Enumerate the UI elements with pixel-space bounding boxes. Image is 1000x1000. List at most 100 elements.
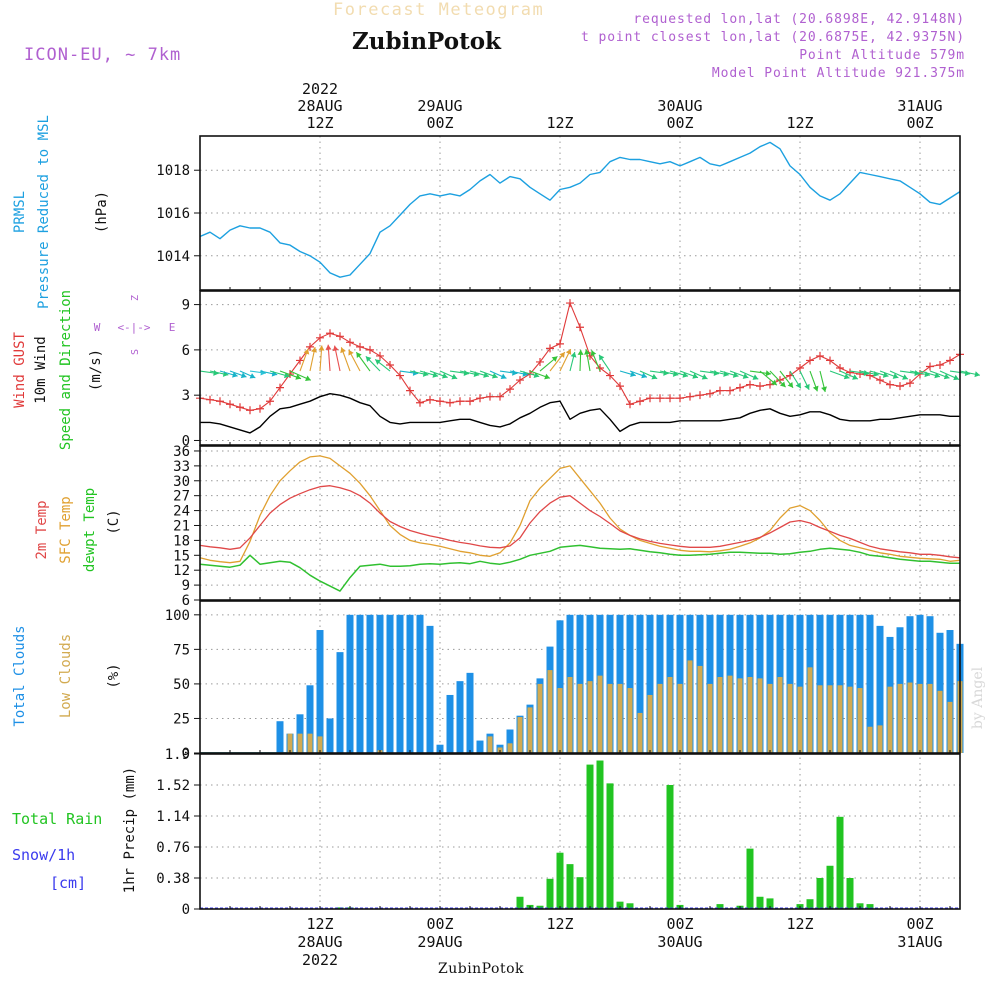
- clouds-ytick-label: 100: [165, 608, 190, 624]
- wind-arrow: [590, 350, 601, 372]
- label-pressure-msl: Pressure Reduced to MSL: [36, 115, 52, 309]
- wind-gust-point: [716, 386, 724, 395]
- low-cloud-bar: [767, 683, 773, 753]
- rain-bar: [816, 878, 824, 909]
- total-cloud-bar: [576, 614, 584, 753]
- low-cloud-bar: [687, 660, 693, 753]
- top-axis-label: 31AUG: [897, 97, 942, 115]
- wind-arrow-head: [765, 370, 771, 377]
- wind-arrow: [629, 370, 648, 379]
- temperature-ytick-label: 36: [173, 444, 190, 460]
- low-cloud-bar: [307, 733, 313, 753]
- total-cloud-bar: [436, 744, 444, 753]
- low-cloud-bar: [907, 682, 913, 753]
- clouds-ytick-label: 25: [173, 711, 190, 727]
- label-2m-temp: 2m Temp: [34, 500, 50, 559]
- wind-arrow-head: [892, 373, 899, 379]
- wind-arrow-head: [651, 373, 658, 380]
- wind-gust-point: [706, 389, 714, 398]
- wind-arrow: [365, 355, 381, 372]
- wind-gust-point: [816, 351, 824, 360]
- wind-gust-point: [256, 404, 264, 413]
- wind-arrow: [669, 370, 689, 378]
- bottom-axis-label: 2022: [302, 951, 338, 969]
- faded-title: Forecast Meteogram: [333, 0, 544, 20]
- wind-arrow-head: [332, 345, 339, 352]
- wind-gust-point: [776, 376, 784, 385]
- requested-coords: requested lon,lat (20.6898E, 42.9148N): [633, 12, 965, 27]
- total-cloud-bar: [376, 614, 384, 753]
- wind-arrow: [429, 370, 448, 379]
- wind-gust-point: [406, 386, 414, 395]
- total-cloud-bar: [366, 614, 374, 753]
- low-cloud-bar: [617, 683, 623, 753]
- wind-arrow: [479, 370, 498, 379]
- compass-east: E: [169, 321, 176, 334]
- wind-gust-point: [226, 400, 234, 409]
- wind-arrow: [374, 359, 391, 372]
- label-prmsl: PRMSL: [12, 191, 28, 233]
- wind-arrow-head: [779, 381, 786, 388]
- wind-gust-point: [606, 371, 614, 380]
- wind-arrow: [309, 347, 317, 372]
- rain-bar: [866, 904, 874, 909]
- wind-gust-point: [806, 356, 814, 365]
- wind-arrow-head: [713, 370, 720, 376]
- bottom-axis-label: 29AUG: [417, 933, 462, 951]
- rain-bar: [586, 764, 594, 909]
- low-cloud-bar: [707, 683, 713, 753]
- wind-arrow-head: [752, 374, 759, 380]
- wind-gust-point: [676, 394, 684, 403]
- temperature-ytick-label: 24: [173, 504, 190, 520]
- top-axis-label: 00Z: [426, 114, 453, 132]
- total-cloud-bar: [476, 740, 484, 753]
- total-cloud-bar: [416, 614, 424, 753]
- wind-gust-point: [506, 385, 514, 394]
- wind-arrow: [849, 370, 870, 376]
- rain-bar: [716, 904, 724, 909]
- wind-gust-point: [386, 360, 394, 369]
- pressure-ytick-label: 1014: [156, 249, 190, 265]
- rain-bar: [756, 896, 764, 909]
- rain-bar: [556, 852, 564, 909]
- wind-gust-point: [306, 342, 314, 351]
- wind-arrow: [639, 370, 658, 380]
- label-low-clouds: Low Clouds: [58, 634, 74, 718]
- wind-gust-point: [216, 397, 224, 406]
- wind-labels: Wind GUST 10m Wind Speed and Direction (…: [12, 290, 175, 450]
- total-cloud-bar: [656, 614, 664, 753]
- wind-gust-point: [366, 345, 374, 354]
- sfc-temp-line: [199, 455, 961, 564]
- low-cloud-bar: [637, 712, 643, 753]
- wind-gust-point: [426, 395, 434, 404]
- wind-arrow: [519, 370, 540, 379]
- wind-arrow-head: [365, 356, 372, 363]
- compass-north: Z: [130, 295, 141, 301]
- wind-arrow-head: [500, 373, 507, 380]
- wind-arrow-head: [732, 372, 739, 378]
- low-cloud-bar: [917, 683, 923, 753]
- temperature-ytick-label: 30: [173, 474, 190, 490]
- wind-gust-point: [756, 382, 764, 391]
- wind-arrow: [899, 370, 920, 377]
- wind-gust-point: [766, 380, 774, 389]
- wind-speed-line: [200, 393, 960, 434]
- low-cloud-bar: [727, 675, 733, 753]
- rain-bar: [766, 898, 774, 909]
- total-cloud-bar: [836, 614, 844, 753]
- wind-arrow-head: [795, 382, 801, 389]
- label-ms: (m/s): [88, 349, 104, 391]
- total-cloud-bar: [636, 614, 644, 753]
- low-cloud-bar: [527, 707, 533, 753]
- label-1hr-precip: 1hr Precip (mm): [122, 767, 138, 893]
- wind-arrow-head: [544, 373, 550, 380]
- wind-arrow: [619, 370, 636, 378]
- precip-bars: [200, 760, 960, 909]
- low-cloud-bar: [817, 685, 823, 753]
- low-cloud-bar: [847, 686, 853, 753]
- clouds-panel-frame: [199, 600, 961, 754]
- gridlines: [200, 136, 960, 909]
- total-cloud-bar: [446, 694, 454, 753]
